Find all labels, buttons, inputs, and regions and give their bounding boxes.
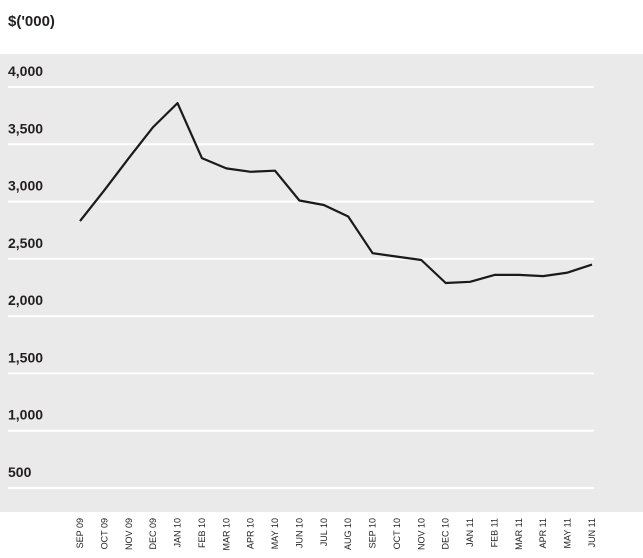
x-tick-label: MAR 10 <box>221 518 231 551</box>
y-tick-label: 3,500 <box>8 120 43 136</box>
x-tick-label: NOV 10 <box>416 518 426 550</box>
x-tick-label: NOV 09 <box>124 518 134 550</box>
plot-background <box>0 54 643 512</box>
series-group <box>79 101 593 285</box>
y-tick-label: 2,500 <box>8 235 43 251</box>
y-axis-unit-label: $('000) <box>8 13 55 30</box>
series-line-0 <box>79 101 593 285</box>
y-tick-label: 1,000 <box>8 407 43 423</box>
x-tick-label: OCT 10 <box>392 518 402 549</box>
x-tick-label: FEB 10 <box>197 518 207 548</box>
x-tick-label: APR 11 <box>538 518 548 548</box>
x-tick-labels: SEP 09 OCT 09 NOV 09 DEC 09 JAN 10 FEB 10 MAR … <box>75 518 597 551</box>
y-tick-label: 500 <box>8 464 32 480</box>
x-tick-label: AUG 10 <box>343 518 353 550</box>
x-tick-label: JAN 10 <box>173 518 183 548</box>
x-tick-label: MAR 11 <box>514 518 524 550</box>
y-tick-label: 3,000 <box>8 178 43 194</box>
y-tick-label: 4,000 <box>8 63 43 79</box>
x-tick-label: JUN 10 <box>294 518 304 548</box>
x-tick-label: DEC 10 <box>441 518 451 550</box>
x-tick-label: JAN 11 <box>465 518 475 547</box>
x-tick-label: MAY 10 <box>270 518 280 549</box>
y-tick-label: 1,500 <box>8 349 43 365</box>
x-tick-label: JUN 11 <box>587 518 597 547</box>
x-tick-label: FEB 11 <box>489 518 499 547</box>
x-tick-label: MAY 11 <box>563 518 573 549</box>
y-tick-label: 2,000 <box>8 292 43 308</box>
y-tick-labels: 500 1,000 1,500 2,000 2,500 3,000 3,500 4,000 <box>8 63 43 480</box>
x-tick-label: SEP 10 <box>368 518 378 548</box>
x-tick-label: JUL 10 <box>319 518 329 546</box>
x-tick-label: DEC 09 <box>148 518 158 550</box>
x-tick-label: OCT 09 <box>99 518 109 549</box>
gridlines <box>8 86 594 489</box>
x-tick-label: APR 10 <box>246 518 256 549</box>
x-tick-label: SEP 09 <box>75 518 85 548</box>
